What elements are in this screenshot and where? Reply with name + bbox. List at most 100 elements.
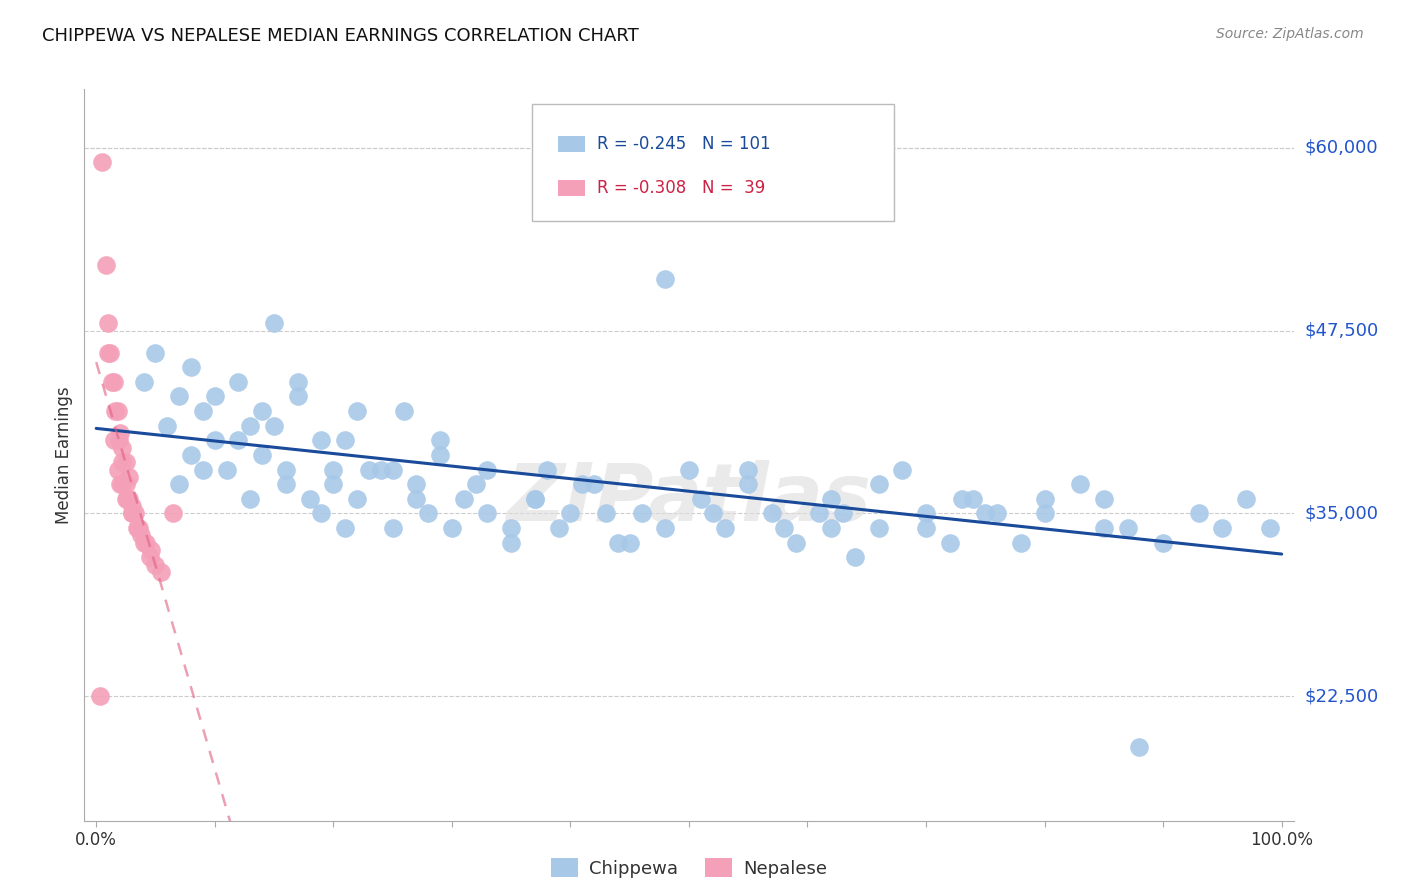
Point — [263, 316, 285, 330]
Point — [464, 477, 486, 491]
Point — [1188, 507, 1211, 521]
Point — [274, 477, 297, 491]
Point — [654, 272, 676, 286]
Point — [263, 418, 285, 433]
Point — [115, 491, 138, 506]
Text: Source: ZipAtlas.com: Source: ZipAtlas.com — [1216, 27, 1364, 41]
Point — [191, 462, 214, 476]
Point — [713, 521, 735, 535]
Point — [124, 507, 146, 521]
FancyBboxPatch shape — [558, 180, 585, 196]
Point — [678, 462, 700, 476]
Point — [1152, 535, 1174, 549]
Text: $35,000: $35,000 — [1305, 505, 1379, 523]
Point — [191, 404, 214, 418]
Point — [287, 389, 309, 403]
Point — [121, 507, 143, 521]
Point — [737, 477, 759, 491]
Text: $47,500: $47,500 — [1305, 322, 1379, 340]
Point — [322, 477, 344, 491]
Point — [104, 404, 127, 418]
Point — [274, 462, 297, 476]
Point — [1234, 491, 1257, 506]
Point — [1258, 521, 1281, 535]
Point — [228, 375, 250, 389]
Point — [405, 477, 427, 491]
Point — [737, 462, 759, 476]
Point — [357, 462, 380, 476]
Point — [111, 477, 134, 491]
Point — [129, 528, 152, 542]
Point — [1069, 477, 1091, 491]
Point — [239, 418, 262, 433]
Point — [322, 462, 344, 476]
Point — [394, 404, 416, 418]
Point — [986, 507, 1008, 521]
Point — [654, 521, 676, 535]
Point — [311, 507, 333, 521]
Text: $22,500: $22,500 — [1305, 688, 1379, 706]
Point — [111, 441, 134, 455]
Text: CHIPPEWA VS NEPALESE MEDIAN EARNINGS CORRELATION CHART: CHIPPEWA VS NEPALESE MEDIAN EARNINGS COR… — [42, 27, 638, 45]
Point — [381, 521, 404, 535]
Point — [560, 507, 582, 521]
Point — [94, 258, 117, 272]
Point — [950, 491, 973, 506]
Point — [204, 389, 226, 403]
Text: $60,000: $60,000 — [1305, 139, 1378, 157]
Point — [97, 345, 120, 359]
Point — [1116, 521, 1139, 535]
Point — [619, 535, 641, 549]
Point — [346, 404, 368, 418]
Point — [1010, 535, 1032, 549]
Point — [523, 491, 546, 506]
Point — [103, 375, 125, 389]
Point — [115, 491, 138, 506]
Point — [1033, 507, 1056, 521]
Point — [132, 535, 155, 549]
Point — [974, 507, 997, 521]
Point — [868, 477, 890, 491]
Point — [145, 345, 167, 359]
Point — [115, 455, 138, 469]
Point — [107, 404, 129, 418]
Point — [547, 521, 569, 535]
Point — [89, 690, 111, 704]
Point — [440, 521, 463, 535]
Point — [832, 507, 855, 521]
Point — [180, 360, 202, 375]
Point — [891, 462, 914, 476]
Point — [346, 491, 368, 506]
Point — [630, 507, 652, 521]
Point — [145, 558, 167, 572]
Point — [761, 507, 783, 521]
FancyBboxPatch shape — [531, 103, 894, 221]
Point — [1092, 521, 1115, 535]
Point — [121, 499, 143, 513]
Point — [100, 345, 122, 359]
Point — [606, 535, 628, 549]
Point — [121, 507, 143, 521]
Point — [118, 470, 141, 484]
Point — [139, 543, 162, 558]
Point — [250, 448, 273, 462]
Point — [689, 491, 711, 506]
Point — [702, 507, 724, 521]
Point — [333, 434, 356, 448]
Point — [97, 316, 120, 330]
Point — [595, 507, 617, 521]
Point — [162, 507, 184, 521]
Point — [156, 418, 179, 433]
Point — [204, 434, 226, 448]
Point — [118, 491, 141, 506]
FancyBboxPatch shape — [558, 136, 585, 153]
Point — [135, 535, 157, 549]
Point — [844, 550, 866, 565]
Point — [501, 521, 523, 535]
Point — [820, 491, 842, 506]
Point — [167, 389, 190, 403]
Point — [772, 521, 794, 535]
Point — [915, 521, 938, 535]
Point — [167, 477, 190, 491]
Point — [1128, 740, 1150, 755]
